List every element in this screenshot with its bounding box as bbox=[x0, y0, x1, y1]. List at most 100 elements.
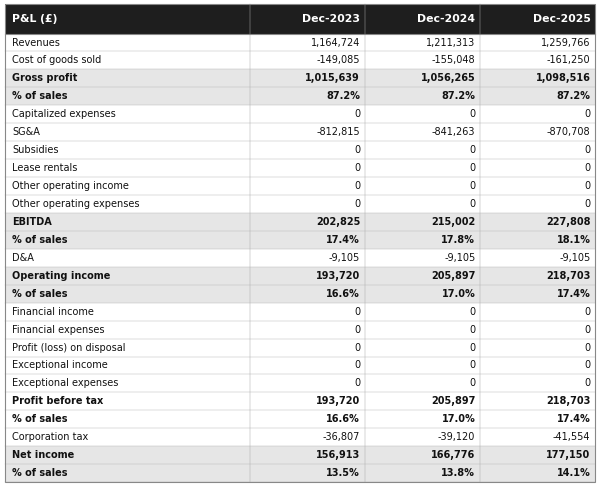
Text: Exceptional income: Exceptional income bbox=[12, 361, 108, 370]
Text: Operating income: Operating income bbox=[12, 271, 110, 281]
Text: D&A: D&A bbox=[12, 253, 34, 263]
Text: Lease rentals: Lease rentals bbox=[12, 163, 77, 173]
Text: % of sales: % of sales bbox=[12, 91, 67, 102]
Text: % of sales: % of sales bbox=[12, 235, 67, 245]
Text: -41,554: -41,554 bbox=[553, 432, 590, 442]
Text: EBITDA: EBITDA bbox=[12, 217, 52, 227]
Text: 0: 0 bbox=[469, 163, 475, 173]
Text: 0: 0 bbox=[354, 307, 360, 317]
Text: -155,048: -155,048 bbox=[431, 55, 475, 66]
Text: 17.0%: 17.0% bbox=[442, 289, 475, 299]
Text: Profit before tax: Profit before tax bbox=[12, 397, 103, 406]
Text: -149,085: -149,085 bbox=[317, 55, 360, 66]
Text: -39,120: -39,120 bbox=[438, 432, 475, 442]
Text: 0: 0 bbox=[354, 325, 360, 334]
Text: Profit (loss) on disposal: Profit (loss) on disposal bbox=[12, 343, 125, 352]
Bar bbox=[5, 195, 595, 213]
Text: 0: 0 bbox=[469, 145, 475, 155]
Text: 0: 0 bbox=[469, 199, 475, 209]
Bar bbox=[5, 159, 595, 177]
Text: 0: 0 bbox=[469, 379, 475, 388]
Bar bbox=[5, 249, 595, 267]
Text: 0: 0 bbox=[354, 181, 360, 191]
Text: 0: 0 bbox=[584, 361, 590, 370]
Bar bbox=[5, 69, 595, 87]
Text: Dec-2024: Dec-2024 bbox=[417, 14, 475, 24]
Text: 218,703: 218,703 bbox=[546, 271, 590, 281]
Bar bbox=[5, 231, 595, 249]
Text: 87.2%: 87.2% bbox=[557, 91, 590, 102]
Text: 0: 0 bbox=[584, 379, 590, 388]
Bar bbox=[5, 141, 595, 159]
Text: 0: 0 bbox=[354, 361, 360, 370]
Text: -36,807: -36,807 bbox=[323, 432, 360, 442]
Text: 0: 0 bbox=[584, 343, 590, 352]
Text: 0: 0 bbox=[584, 307, 590, 317]
Text: 0: 0 bbox=[354, 199, 360, 209]
Bar bbox=[5, 374, 595, 392]
Text: -870,708: -870,708 bbox=[547, 127, 590, 137]
Text: -161,250: -161,250 bbox=[547, 55, 590, 66]
Text: 16.6%: 16.6% bbox=[326, 289, 360, 299]
Text: Dec-2023: Dec-2023 bbox=[302, 14, 360, 24]
Bar bbox=[5, 177, 595, 195]
Text: 0: 0 bbox=[469, 325, 475, 334]
Bar bbox=[5, 446, 595, 464]
Text: 17.4%: 17.4% bbox=[326, 235, 360, 245]
Text: 17.0%: 17.0% bbox=[442, 414, 475, 424]
Text: % of sales: % of sales bbox=[12, 414, 67, 424]
Text: 166,776: 166,776 bbox=[431, 450, 475, 460]
Text: Capitalized expenses: Capitalized expenses bbox=[12, 109, 116, 119]
Bar bbox=[5, 303, 595, 321]
Text: Financial expenses: Financial expenses bbox=[12, 325, 104, 334]
Text: 205,897: 205,897 bbox=[431, 397, 475, 406]
Text: 17.4%: 17.4% bbox=[557, 414, 590, 424]
Text: 1,098,516: 1,098,516 bbox=[536, 73, 590, 84]
Text: -9,105: -9,105 bbox=[444, 253, 475, 263]
Bar bbox=[5, 410, 595, 428]
Text: 0: 0 bbox=[584, 109, 590, 119]
Text: 1,164,724: 1,164,724 bbox=[311, 37, 360, 48]
Text: 1,015,639: 1,015,639 bbox=[305, 73, 360, 84]
Text: 17.8%: 17.8% bbox=[442, 235, 475, 245]
Text: 13.5%: 13.5% bbox=[326, 468, 360, 478]
Text: 0: 0 bbox=[584, 199, 590, 209]
Text: Gross profit: Gross profit bbox=[12, 73, 77, 84]
Text: Other operating income: Other operating income bbox=[12, 181, 129, 191]
Bar bbox=[5, 87, 595, 105]
Bar bbox=[5, 428, 595, 446]
Bar bbox=[5, 392, 595, 410]
Text: 14.1%: 14.1% bbox=[557, 468, 590, 478]
Text: % of sales: % of sales bbox=[12, 289, 67, 299]
Text: 1,211,313: 1,211,313 bbox=[426, 37, 475, 48]
Text: 0: 0 bbox=[469, 109, 475, 119]
Text: 16.6%: 16.6% bbox=[326, 414, 360, 424]
Text: 193,720: 193,720 bbox=[316, 397, 360, 406]
Text: 1,056,265: 1,056,265 bbox=[421, 73, 475, 84]
Text: Subsidies: Subsidies bbox=[12, 145, 59, 155]
Text: 0: 0 bbox=[469, 343, 475, 352]
Text: -812,815: -812,815 bbox=[317, 127, 360, 137]
Text: % of sales: % of sales bbox=[12, 468, 67, 478]
Text: 0: 0 bbox=[354, 109, 360, 119]
Bar bbox=[5, 285, 595, 303]
Text: Cost of goods sold: Cost of goods sold bbox=[12, 55, 101, 66]
Bar bbox=[5, 4, 595, 34]
Text: 87.2%: 87.2% bbox=[442, 91, 475, 102]
Text: Revenues: Revenues bbox=[12, 37, 60, 48]
Text: Other operating expenses: Other operating expenses bbox=[12, 199, 139, 209]
Bar bbox=[5, 52, 595, 69]
Text: 205,897: 205,897 bbox=[431, 271, 475, 281]
Bar bbox=[5, 339, 595, 357]
Text: 0: 0 bbox=[354, 145, 360, 155]
Text: 0: 0 bbox=[584, 163, 590, 173]
Text: 0: 0 bbox=[584, 325, 590, 334]
Text: 13.8%: 13.8% bbox=[442, 468, 475, 478]
Text: 0: 0 bbox=[584, 181, 590, 191]
Text: -841,263: -841,263 bbox=[432, 127, 475, 137]
Text: -9,105: -9,105 bbox=[559, 253, 590, 263]
Bar bbox=[5, 464, 595, 482]
Bar bbox=[5, 123, 595, 141]
Text: Exceptional expenses: Exceptional expenses bbox=[12, 379, 118, 388]
Text: Corporation tax: Corporation tax bbox=[12, 432, 88, 442]
